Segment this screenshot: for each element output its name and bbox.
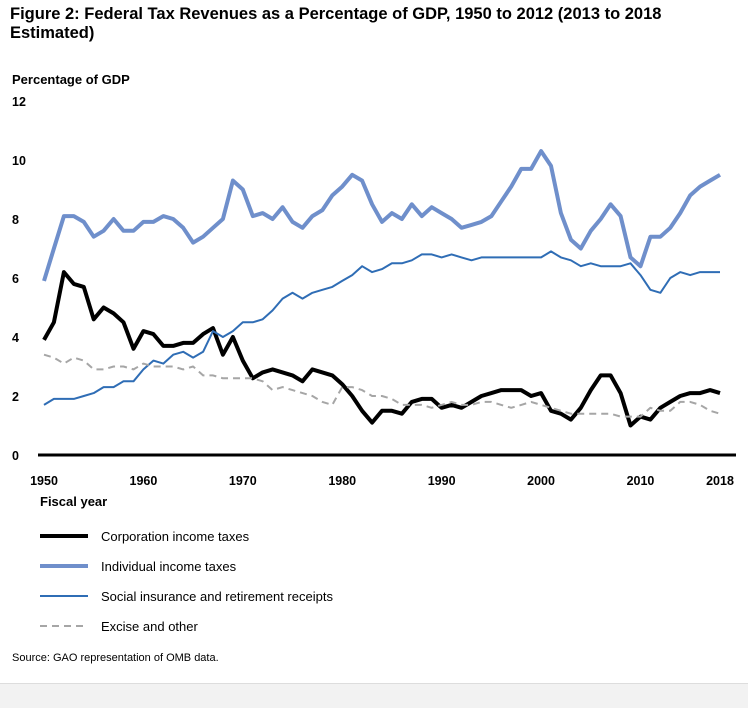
x-tick-label: 1990 [428, 474, 456, 488]
x-tick-label: 1960 [130, 474, 158, 488]
series-line-corporation-income-taxes [42, 270, 721, 428]
y-tick-label: 8 [12, 213, 19, 227]
x-tick-label: 2000 [527, 474, 555, 488]
source-note: Source: GAO representation of OMB data. [12, 652, 219, 664]
legend-label: Social insurance and retirement receipts [101, 589, 333, 604]
series-line-excise-and-other [43, 353, 721, 418]
y-tick-label: 6 [12, 272, 19, 286]
y-tick-label: 4 [12, 331, 19, 345]
y-tick-label: 0 [12, 449, 19, 463]
y-tick-label: 2 [12, 390, 19, 404]
x-tick-label: 2018 [706, 474, 734, 488]
y-tick-label: 12 [12, 95, 26, 109]
x-tick-label: 2010 [627, 474, 655, 488]
legend-label: Individual income taxes [101, 559, 237, 574]
footer-band [0, 683, 748, 708]
series-line-social-insurance-and-retirement-receipts [43, 250, 720, 406]
line-chart: 0 2 4 6 8 10 12 1950 1960 1970 1980 1990 2000 2010 201… [12, 95, 736, 634]
x-tick-label: 1950 [30, 474, 58, 488]
chart-title: Figure 2: Federal Tax Revenues as a Perc… [10, 5, 662, 42]
series-line-individual-income-taxes [42, 149, 722, 282]
legend-label: Corporation income taxes [101, 529, 250, 544]
x-tick-label: 1970 [229, 474, 257, 488]
legend-label: Excise and other [101, 619, 199, 634]
x-axis-label: Fiscal year [40, 494, 108, 509]
y-axis-label: Percentage of GDP [12, 72, 130, 87]
x-tick-label: 1980 [328, 474, 356, 488]
y-tick-label: 10 [12, 154, 26, 168]
